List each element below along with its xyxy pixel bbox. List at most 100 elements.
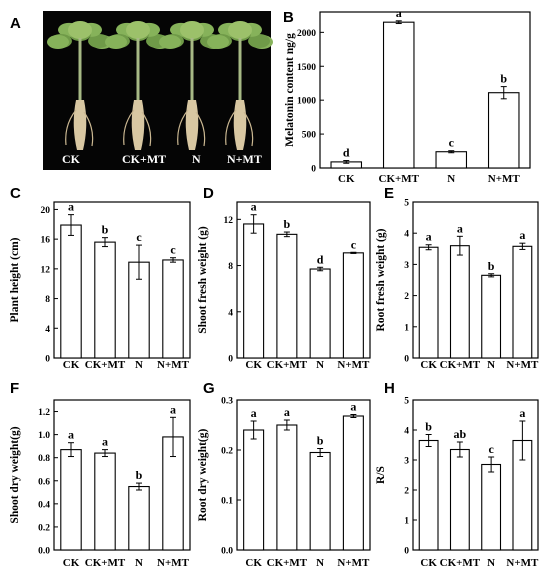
- photo-label-ck-mt: CK+MT: [122, 152, 166, 166]
- panel-c: C 0 4 8 12 16 20 Plant height (cm) a CK b CK+MT c Nc N…: [9, 185, 191, 371]
- category-label: N+MT: [488, 173, 521, 185]
- bar: [418, 246, 439, 359]
- significance-letter: a: [396, 6, 402, 20]
- bar: [342, 415, 364, 551]
- y-tick-label: 0.3: [221, 397, 233, 407]
- y-tick-label: 0.4: [38, 500, 50, 510]
- bar: [60, 224, 82, 359]
- y-axis-label: Melatonin content ng/g: [284, 33, 296, 147]
- category-label: CK: [63, 359, 80, 371]
- bar: [309, 268, 331, 359]
- leaf-shape: [88, 34, 111, 48]
- panel-letter: E: [384, 185, 394, 202]
- category-label: CK+MT: [440, 557, 481, 569]
- bar: [512, 245, 533, 359]
- significance-letter: b: [488, 259, 495, 273]
- root-shape: [73, 100, 87, 150]
- y-tick-label: 1.2: [38, 408, 50, 418]
- y-tick-label: 0: [45, 355, 50, 365]
- plot-frame: [53, 201, 191, 359]
- significance-letter: a: [68, 428, 74, 442]
- bar: [276, 233, 298, 359]
- category-label: CK: [245, 359, 262, 371]
- y-tick-label: 2: [404, 487, 409, 497]
- panel-letter: F: [10, 380, 19, 397]
- bar: [243, 429, 265, 551]
- y-tick-label: 20: [41, 206, 51, 216]
- y-tick-label: 0.2: [221, 447, 233, 457]
- y-tick-label: 12: [41, 265, 51, 275]
- category-label: N: [487, 557, 495, 569]
- photo-label-n-mt: N+MT: [227, 152, 262, 166]
- root-shape: [131, 100, 145, 150]
- y-tick-label: 8: [45, 295, 50, 305]
- bar: [449, 245, 470, 359]
- category-label: N+MT: [157, 359, 190, 371]
- category-label: N: [487, 359, 495, 371]
- category-label: N: [135, 557, 143, 569]
- bar: [342, 252, 364, 359]
- significance-letter: a: [519, 228, 525, 242]
- plot-frame: [412, 399, 539, 551]
- y-tick-label: 4: [45, 325, 50, 335]
- bar: [481, 463, 502, 551]
- leaf-shape: [126, 21, 150, 39]
- bar: [128, 485, 150, 551]
- significance-letter: d: [343, 146, 350, 160]
- bar: [309, 451, 331, 551]
- significance-letter: b: [500, 72, 507, 86]
- plot-frame: [412, 201, 539, 359]
- bar: [60, 449, 82, 551]
- leaf-shape: [159, 35, 181, 49]
- category-label: N: [316, 557, 324, 569]
- category-label: CK+MT: [440, 359, 481, 371]
- category-label: N+MT: [506, 557, 539, 569]
- significance-letter: d: [317, 252, 324, 266]
- significance-letter: b: [136, 468, 143, 482]
- significance-letter: a: [284, 405, 290, 419]
- category-label: CK+MT: [85, 557, 126, 569]
- y-tick-label: 3: [404, 457, 409, 467]
- y-tick-label: 0: [404, 547, 409, 557]
- bar: [481, 274, 502, 359]
- plant-4: [207, 21, 273, 150]
- y-tick-label: 0.1: [221, 497, 233, 507]
- plot-frame: [236, 201, 371, 359]
- y-tick-label: 0.0: [38, 547, 50, 557]
- bar: [382, 21, 415, 169]
- panel-letter: C: [10, 185, 21, 202]
- y-tick-label: 500: [302, 131, 317, 141]
- y-tick-label: 4: [404, 427, 409, 437]
- y-tick-label: 5: [404, 397, 409, 407]
- significance-letter: c: [170, 243, 176, 257]
- leaf-shape: [248, 34, 271, 48]
- y-tick-label: 0: [311, 165, 316, 175]
- y-tick-label: 16: [41, 236, 51, 246]
- category-label: N: [447, 173, 455, 185]
- leaf-shape: [207, 35, 229, 49]
- significance-letter: ab: [454, 427, 467, 441]
- significance-letter: b: [425, 420, 432, 434]
- y-tick-label: 1: [404, 517, 409, 527]
- significance-letter: c: [351, 237, 357, 251]
- bar: [418, 439, 439, 551]
- leaf-shape: [68, 21, 92, 39]
- category-label: CK: [420, 557, 437, 569]
- y-tick-label: 5: [404, 199, 409, 209]
- significance-letter: c: [488, 442, 494, 456]
- y-tick-label: 1: [404, 323, 409, 333]
- y-tick-label: 0.0: [221, 547, 233, 557]
- significance-letter: c: [136, 230, 142, 244]
- significance-letter: b: [317, 434, 324, 448]
- root-hair-shape: [65, 109, 94, 147]
- y-axis-label: Root dry weight(g): [197, 429, 209, 522]
- bar: [94, 241, 116, 359]
- significance-letter: a: [170, 402, 176, 416]
- y-tick-label: 1500: [297, 63, 316, 73]
- leaf-shape: [47, 35, 69, 49]
- significance-letter: a: [68, 200, 74, 214]
- category-label: CK: [420, 359, 437, 371]
- y-axis-label: Shoot dry weight(g): [9, 426, 21, 523]
